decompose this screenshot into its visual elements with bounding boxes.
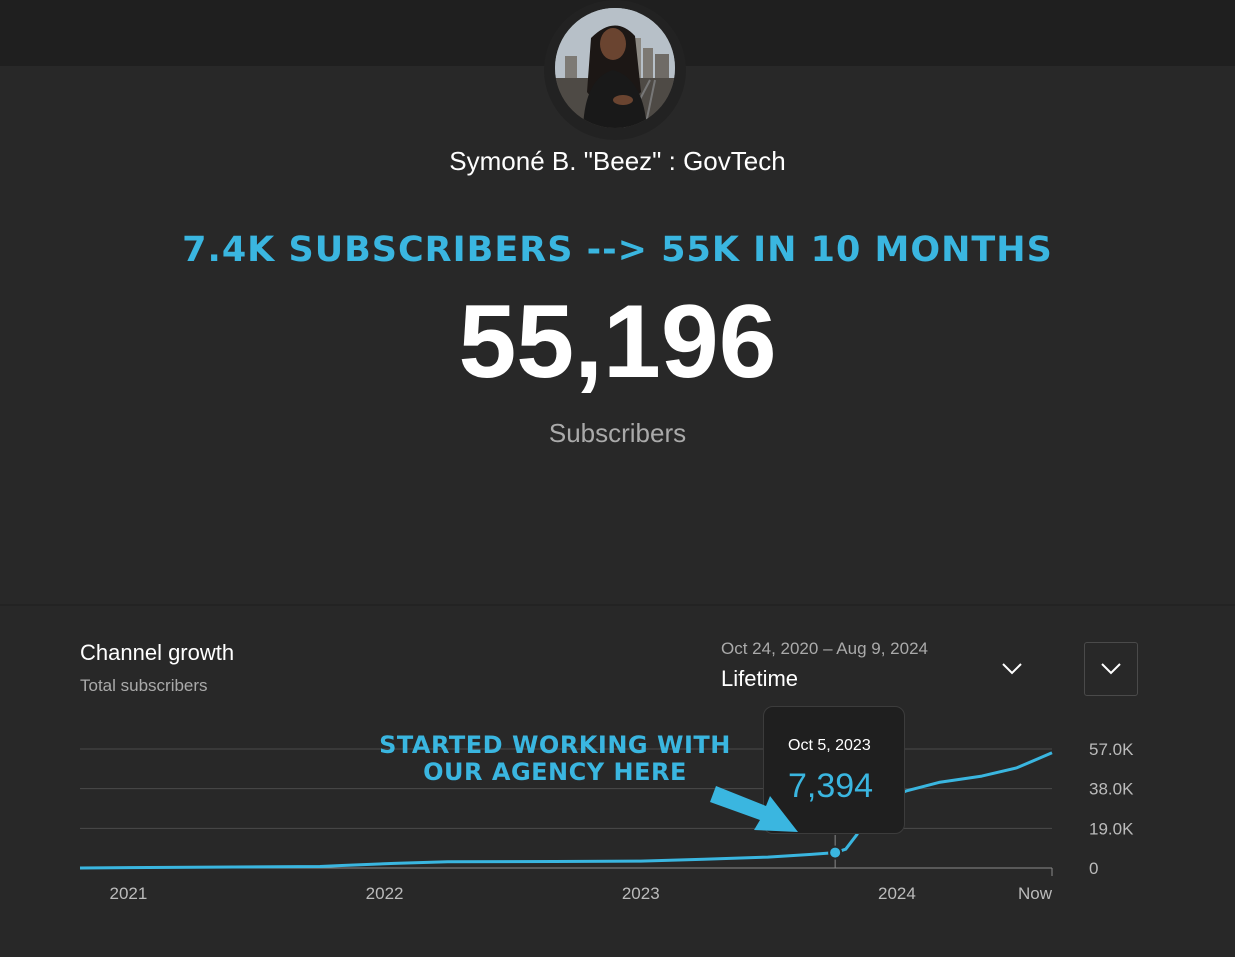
- y-tick-label: 57.0K: [1089, 740, 1134, 759]
- highlight-point: [828, 845, 843, 860]
- y-tick-label: 19.0K: [1089, 819, 1134, 838]
- channel-name: Symoné B. "Beez" : GovTech: [449, 146, 786, 176]
- date-range-text[interactable]: Oct 24, 2020 – Aug 9, 2024: [721, 639, 928, 658]
- tooltip-date: Oct 5, 2023: [788, 737, 871, 754]
- y-tick-label: 0: [1089, 859, 1098, 878]
- annotation-line-2: OUR AGENCY HERE: [423, 758, 687, 786]
- channel-growth-title: Channel growth: [80, 640, 235, 665]
- chart-menu-button[interactable]: [1084, 642, 1138, 696]
- chevron-down-icon[interactable]: [1000, 657, 1024, 681]
- section-divider: [0, 604, 1235, 606]
- hero-section: [0, 66, 1235, 604]
- avatar: [555, 8, 675, 128]
- annotation-line-1: STARTED WORKING WITH: [379, 731, 731, 759]
- x-tick-label: 2024: [878, 884, 916, 903]
- y-tick-label: 38.0K: [1089, 780, 1134, 799]
- tooltip-value: 7,394: [788, 767, 874, 805]
- x-tick-label: 2022: [366, 884, 404, 903]
- channel-growth-subtitle: Total subscribers: [80, 676, 208, 695]
- subscriber-count: 55,196: [458, 284, 777, 400]
- x-tick-label: 2021: [110, 884, 148, 903]
- headline-banner: 7.4K SUBSCRIBERS --> 55K IN 10 MONTHS: [182, 230, 1053, 270]
- chart-tooltip: Oct 5, 2023 7,394: [763, 706, 905, 834]
- annotation-arrow-icon: [710, 786, 798, 832]
- subscriber-series-line: [79, 751, 1053, 870]
- x-tick-label: Now: [1018, 884, 1053, 903]
- chevron-down-icon: [1101, 663, 1121, 675]
- subscriber-count-label: Subscribers: [548, 418, 687, 448]
- agency-annotation: STARTED WORKING WITH OUR AGENCY HERE: [350, 732, 760, 786]
- date-range-label[interactable]: Lifetime: [721, 666, 799, 691]
- x-tick-label: 2023: [622, 884, 660, 903]
- avatar-photo: [555, 8, 675, 128]
